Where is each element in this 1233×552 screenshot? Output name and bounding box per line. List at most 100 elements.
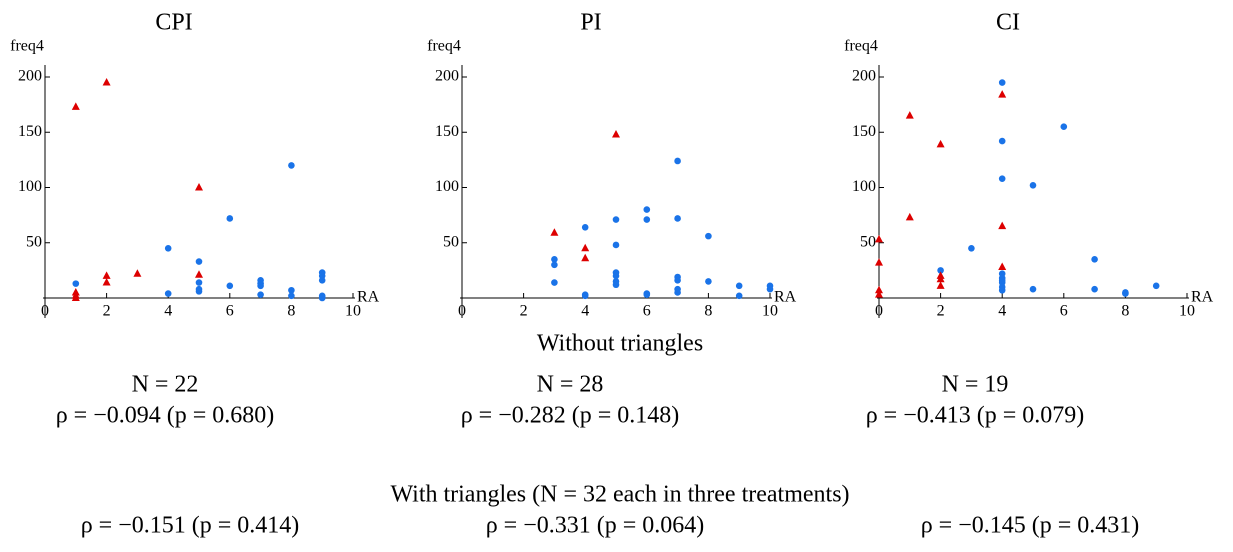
circle-point (288, 292, 295, 300)
circle-point (643, 216, 651, 223)
triangle-point (581, 253, 590, 262)
triangle-point (875, 234, 883, 243)
x-axis-label: RA (357, 289, 380, 306)
y-tick-label: 100 (435, 178, 459, 195)
x-tick-label: 10 (345, 303, 361, 320)
circle-point (195, 258, 203, 265)
x-tick-label: 2 (937, 303, 945, 320)
x-tick-label: 2 (520, 303, 528, 320)
circle-point (937, 267, 944, 274)
circle-point (226, 215, 234, 222)
circle-point (766, 285, 774, 293)
circle-point (318, 277, 326, 284)
circle-point (735, 292, 743, 300)
x-tick-label: 8 (1121, 303, 1129, 320)
x-tick-label: 0 (458, 303, 466, 320)
circle-point (643, 291, 651, 298)
circle-point (551, 256, 558, 263)
circle-point (581, 292, 589, 300)
y-tick-label: 50 (443, 233, 459, 250)
circle-point (72, 280, 80, 287)
x-tick-label: 10 (762, 303, 778, 320)
n-value: N = 28 (537, 372, 604, 398)
circle-point (257, 291, 264, 298)
circle-point (612, 216, 620, 223)
chart-title: CI (996, 10, 1020, 36)
circle-point (1091, 285, 1098, 293)
circle-point (288, 286, 295, 294)
rho-value: ρ = −0.413 (p = 0.079) (866, 403, 1085, 429)
x-tick-label: 10 (1179, 303, 1195, 320)
rho-value: ρ = −0.151 (p = 0.414) (81, 513, 300, 539)
circle-point (164, 244, 172, 252)
triangle-point (936, 274, 945, 283)
circle-point (612, 272, 620, 280)
circle-point (998, 79, 1006, 86)
x-tick-label: 4 (164, 303, 172, 320)
circle-point (288, 162, 295, 169)
circle-point (998, 175, 1006, 182)
x-tick-label: 6 (226, 303, 234, 320)
circle-point (643, 206, 651, 213)
x-tick-label: 8 (287, 303, 295, 320)
rho-value: ρ = −0.145 (p = 0.431) (921, 513, 1140, 539)
y-tick-label: 100 (852, 178, 876, 195)
circle-point (1152, 282, 1160, 290)
x-tick-label: 0 (41, 303, 49, 320)
rho-value: ρ = −0.094 (p = 0.680) (56, 403, 275, 429)
x-tick-label: 2 (103, 303, 111, 320)
circle-point (257, 282, 264, 290)
triangle-point (936, 139, 945, 148)
chart-title: CPI (155, 10, 192, 36)
triangle-point (612, 129, 620, 138)
circle-point (612, 241, 620, 249)
x-tick-label: 6 (1060, 303, 1068, 320)
circle-point (551, 279, 558, 286)
circle-point (1060, 123, 1068, 131)
circle-point (705, 232, 712, 240)
circle-point (551, 261, 558, 269)
circle-point (1029, 181, 1037, 189)
circle-point (674, 289, 681, 296)
circle-point (1091, 256, 1098, 263)
section-heading: With triangles (N = 32 each in three tre… (390, 482, 849, 508)
triangle-point (875, 258, 883, 266)
triangle-point (581, 243, 590, 252)
x-tick-label: 4 (581, 303, 589, 320)
y-axis-label: freq4 (844, 38, 878, 55)
triangle-point (998, 221, 1007, 230)
circle-point (968, 244, 975, 252)
y-tick-label: 50 (26, 233, 42, 250)
n-value: N = 22 (132, 372, 199, 398)
triangle-point (102, 271, 111, 279)
circle-point (164, 290, 172, 297)
triangle-point (195, 270, 203, 278)
section-heading: Without triangles (537, 331, 703, 357)
triangle-point (905, 111, 914, 119)
circle-point (674, 277, 681, 284)
triangle-point (875, 290, 883, 298)
triangle-point (875, 285, 883, 294)
triangle-point (998, 90, 1007, 98)
circle-point (735, 282, 743, 290)
circle-point (195, 288, 203, 295)
x-axis-label: RA (774, 289, 797, 306)
triangle-point (195, 183, 203, 191)
circle-point (998, 286, 1006, 294)
x-tick-label: 6 (643, 303, 651, 320)
n-value: N = 19 (942, 372, 1009, 398)
triangle-point (550, 228, 559, 236)
circle-point (998, 277, 1006, 284)
y-tick-label: 50 (860, 233, 876, 250)
y-axis-label: freq4 (10, 38, 44, 55)
triangle-point (905, 212, 914, 221)
y-tick-label: 150 (18, 123, 42, 140)
y-tick-label: 200 (435, 68, 459, 85)
circle-point (674, 157, 681, 165)
triangle-point (102, 278, 111, 286)
x-axis-label: RA (1191, 289, 1214, 306)
y-tick-label: 150 (435, 123, 459, 140)
triangle-point (133, 269, 142, 277)
circle-point (998, 137, 1006, 145)
